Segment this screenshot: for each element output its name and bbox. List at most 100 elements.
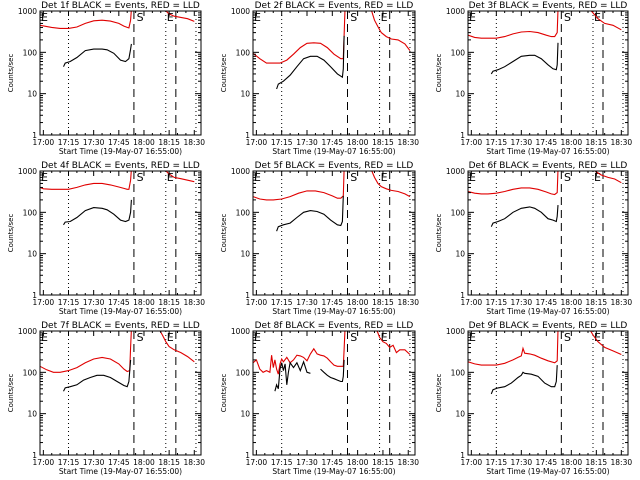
y-tick-label: 1000	[446, 327, 465, 336]
y-tick-label: 10	[240, 410, 250, 419]
y-tick-label: 1	[245, 131, 250, 140]
y-axis-label: Counts/sec	[7, 54, 15, 93]
x-tick-label: 18:00	[347, 298, 369, 307]
event-marker-e: E	[254, 11, 261, 24]
lld-series-line	[590, 331, 622, 356]
x-tick-label: 18:30	[397, 458, 419, 467]
x-tick-label: 18:15	[372, 458, 394, 467]
y-tick-label: 100	[451, 368, 466, 377]
y-tick-label: 1000	[18, 167, 37, 176]
event-marker-s: S	[564, 331, 571, 344]
x-tick-label: 18:15	[158, 298, 180, 307]
lld-series-line	[371, 171, 411, 198]
x-tick-label: 18:30	[611, 298, 633, 307]
x-tick-label: 17:30	[83, 138, 105, 147]
x-axis-label: Start Time (19-May-07 16:55:00)	[486, 307, 609, 316]
y-tick-label: 10	[27, 410, 37, 419]
x-axis-label: Start Time (19-May-07 16:55:00)	[59, 147, 182, 156]
event-marker-e: E	[469, 331, 476, 344]
lld-series-line	[253, 171, 345, 201]
x-tick-label: 17:15	[58, 458, 80, 467]
event-marker-e: E	[381, 171, 388, 184]
event-marker-s: S	[350, 11, 357, 24]
lld-series-line	[40, 11, 132, 29]
event-marker-e: E	[594, 171, 601, 184]
y-axis-label: Counts/sec	[435, 374, 443, 413]
x-tick-label: 17:45	[108, 138, 130, 147]
y-tick-label: 1000	[446, 7, 465, 16]
y-tick-label: 100	[236, 368, 251, 377]
x-tick-label: 17:45	[536, 458, 558, 467]
lld-series-line	[40, 171, 132, 190]
y-axis-label: Counts/sec	[435, 214, 443, 253]
event-marker-s: S	[137, 11, 144, 24]
events-series-line	[63, 359, 132, 392]
panel-title: Det 5f BLACK = Events, RED = LLD	[255, 161, 414, 171]
x-tick-label: 17:45	[536, 298, 558, 307]
event-marker-e: E	[469, 171, 476, 184]
x-tick-label: 17:30	[511, 458, 533, 467]
x-tick-label: 17:15	[58, 298, 80, 307]
panel-title: Det 1f BLACK = Events, RED = LLD	[41, 1, 200, 11]
x-tick-label: 17:45	[536, 138, 558, 147]
lld-series-line	[165, 171, 195, 183]
x-tick-label: 18:15	[586, 298, 608, 307]
x-tick-label: 18:00	[133, 458, 155, 467]
event-marker-e: E	[469, 11, 476, 24]
y-tick-label: 100	[236, 48, 251, 57]
plot-frame	[252, 170, 416, 296]
x-tick-label: 17:00	[461, 138, 483, 147]
lld-series-line	[165, 11, 195, 22]
x-tick-label: 17:45	[322, 458, 344, 467]
y-tick-label: 10	[455, 250, 465, 259]
y-tick-label: 10	[455, 90, 465, 99]
x-tick-label: 17:00	[33, 298, 55, 307]
event-marker-e: E	[41, 331, 48, 344]
y-tick-label: 1	[32, 131, 37, 140]
x-tick-label: 18:00	[347, 138, 369, 147]
x-tick-label: 17:45	[108, 458, 130, 467]
events-series-line	[63, 43, 132, 67]
x-tick-label: 17:15	[271, 138, 293, 147]
lld-series-line	[253, 331, 346, 375]
event-marker-e: E	[381, 11, 388, 24]
panel-title: Det 6f BLACK = Events, RED = LLD	[469, 161, 628, 171]
events-series-line	[490, 42, 559, 75]
y-tick-label: 1000	[231, 327, 250, 336]
y-tick-label: 100	[23, 368, 38, 377]
lld-series-line	[371, 11, 411, 51]
x-tick-label: 17:00	[246, 458, 268, 467]
x-tick-label: 18:00	[347, 458, 369, 467]
x-tick-label: 17:00	[246, 298, 268, 307]
event-marker-e: E	[167, 331, 174, 344]
x-tick-label: 18:15	[372, 138, 394, 147]
y-axis-label: Counts/sec	[7, 374, 15, 413]
event-marker-e: E	[381, 331, 388, 344]
event-marker-e: E	[167, 171, 174, 184]
lld-series-line	[590, 11, 622, 31]
x-tick-label: 17:30	[511, 138, 533, 147]
x-tick-label: 18:30	[611, 138, 633, 147]
events-series-line	[490, 365, 558, 395]
x-axis-label: Start Time (19-May-07 16:55:00)	[486, 147, 609, 156]
event-marker-e: E	[41, 171, 48, 184]
x-tick-label: 17:30	[296, 298, 318, 307]
x-axis-label: Start Time (19-May-07 16:55:00)	[272, 307, 395, 316]
x-tick-label: 17:15	[271, 458, 293, 467]
y-tick-label: 1000	[18, 7, 37, 16]
y-tick-label: 10	[240, 250, 250, 259]
plot-frame	[467, 170, 629, 296]
lld-series-line	[376, 331, 411, 355]
x-tick-label: 17:45	[108, 298, 130, 307]
y-tick-label: 1	[460, 291, 465, 300]
panel-title: Det 2f BLACK = Events, RED = LLD	[255, 1, 414, 11]
y-tick-label: 10	[27, 90, 37, 99]
event-marker-s: S	[137, 171, 144, 184]
x-axis-label: Start Time (19-May-07 16:55:00)	[486, 467, 609, 476]
event-marker-s: S	[137, 331, 144, 344]
plot-frame	[39, 10, 202, 136]
